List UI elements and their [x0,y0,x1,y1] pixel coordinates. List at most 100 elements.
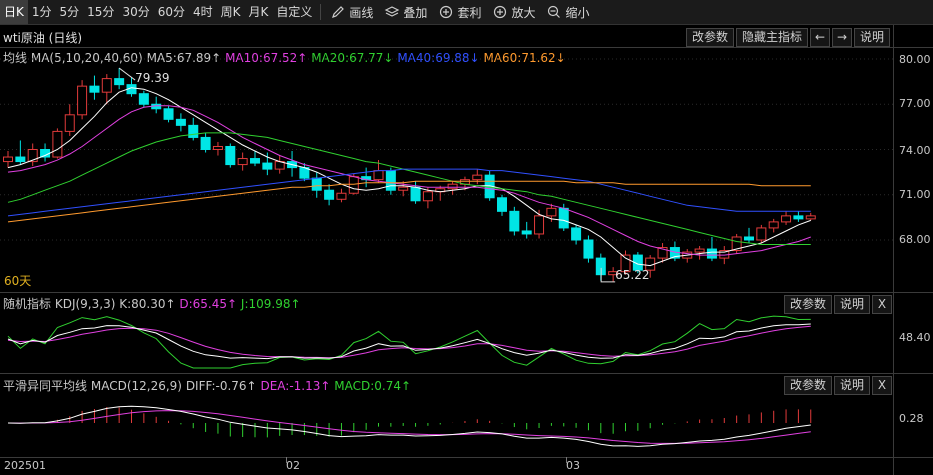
period-tab-0[interactable]: 日K [0,0,28,24]
kdj-k-line [7,323,811,360]
candlestick-chart: 79.39 65.22 [0,58,893,283]
candle-body [52,130,63,158]
kdj-chart [7,315,811,369]
date-label-mar: 03 [566,459,580,472]
ma5-value: MA5:67.89↑ [146,51,222,65]
macd-edit-params-button[interactable]: 改参数 [784,376,833,395]
macd-y-tick: 0.28 [899,412,924,425]
zoom-out-icon [548,5,561,18]
y-tick-77: 77.00 [899,97,931,110]
candle-body [558,207,569,229]
macd-dea-value: DEA:-1.13↑ [260,379,331,393]
period-tab-4[interactable]: 30分 [122,5,150,19]
candle-body [385,170,396,191]
ma10-line [7,105,811,256]
candle-body [744,236,754,241]
candle-body [89,85,100,93]
candle-body [163,108,174,120]
zoom-out-button[interactable]: 缩小 [541,4,595,21]
candle-body [336,192,347,200]
arrow-left-button[interactable]: ← [810,28,831,47]
y-tick-80: 80.00 [899,53,931,66]
high-marker-line [118,67,136,81]
macd-legend: 平滑异同平均线 MACD(12,26,9) DIFF:-0.76↑ DEA:-1… [3,377,411,394]
low-price-label: 65.22 [615,268,649,282]
candle-body [237,158,248,166]
kdj-help-button[interactable]: 说明 [834,295,871,314]
kdj-edit-params-button[interactable]: 改参数 [784,295,833,314]
arbitrage-button[interactable]: 套利 [433,4,487,21]
period-tab-2[interactable]: 5分 [59,5,80,19]
candle-body [27,149,38,163]
hide-main-indicator-button[interactable]: 隐藏主指标 [736,28,809,47]
period-tab-9[interactable]: 自定义 [276,5,313,19]
draw-line-button[interactable]: 画线 [325,4,379,21]
candle-body [620,254,631,273]
price-axis-divider [893,25,894,475]
y-tick-68: 68.00 [899,233,931,246]
period-tab-8[interactable]: 月K [248,5,269,19]
period-toolbar: 日K 1分 5分 15分 30分 60分 4时 周K 月K 自定义 画线 叠加 套利 放大 缩小 [0,0,933,25]
kdj-y-tick: 48.40 [899,331,931,344]
candle-body [657,247,668,259]
candle-body [212,145,223,150]
macd-close-button[interactable]: X [872,376,893,395]
period-note: 60天 [4,274,32,288]
zoom-in-button[interactable]: 放大 [487,4,541,21]
date-axis-divider [0,457,933,458]
candle-body [3,156,13,163]
period-tabs: 日K 1分 5分 15分 30分 60分 4时 周K 月K 自定义 [0,0,316,24]
period-tab-3[interactable]: 15分 [87,5,115,19]
candle-body [200,136,211,151]
kdj-params: KDJ(9,3,3) [54,297,116,311]
kdj-legend: 随机指标 KDJ(9,3,3) K:80.30↑ D:65.45↑ J:109.… [3,295,301,312]
overlay-label: 叠加 [403,5,428,20]
candle-body [608,271,619,276]
period-tab-1[interactable]: 1分 [31,5,52,19]
help-button[interactable]: 说明 [854,28,891,47]
candle-body [781,215,792,223]
candle-body [188,124,199,138]
layers-icon [385,6,400,17]
kdj-name: 随机指标 [3,297,52,311]
zoom-in-icon [494,5,507,19]
candle-body [77,85,88,116]
candle-body [15,156,26,163]
ma40-value: MA40:69.88↓ [397,51,480,65]
ma-legend: 均线 MA(5,10,20,40,60) MA5:67.89↑ MA10:67.… [3,49,566,66]
pencil-icon [332,6,345,18]
kdj-d-value: D:65.45↑ [179,297,238,311]
candle-body [509,210,520,232]
ma20-line [7,132,811,245]
draw-line-label: 画线 [349,5,374,20]
ma-indicator-name: 均线 [3,51,28,65]
candle-body [410,186,421,202]
main-panel-buttons: 改参数 隐藏主指标 ← → 说明 [684,28,891,47]
candle-body [756,227,767,241]
y-tick-71: 71.00 [899,188,931,201]
candle-body [447,183,458,190]
date-label-feb: 02 [286,459,300,472]
candle-body [472,174,483,181]
period-tab-7[interactable]: 周K [220,5,241,19]
candle-body [250,158,260,164]
kdj-divider [0,292,933,293]
ma40-line [7,168,811,217]
y-tick-74: 74.00 [899,144,931,157]
macd-diff-value: DIFF:-0.76↑ [185,379,257,393]
kdj-j-value: J:109.98↑ [240,297,301,311]
candle-body [571,227,582,241]
kdj-close-button[interactable]: X [872,295,893,314]
edit-params-button[interactable]: 改参数 [686,28,735,47]
ma60-value: MA60:71.62↓ [483,51,566,65]
macd-diff-line [7,405,811,447]
period-tab-6[interactable]: 4时 [193,5,213,19]
macd-help-button[interactable]: 说明 [834,376,871,395]
arrow-right-icon: → [837,30,848,44]
arrow-right-button[interactable]: → [832,28,853,47]
period-tab-5[interactable]: 60分 [157,5,185,19]
zoom-in-label: 放大 [511,5,536,20]
overlay-button[interactable]: 叠加 [379,4,433,21]
candle-body [706,248,717,259]
ma60-line [7,180,811,223]
